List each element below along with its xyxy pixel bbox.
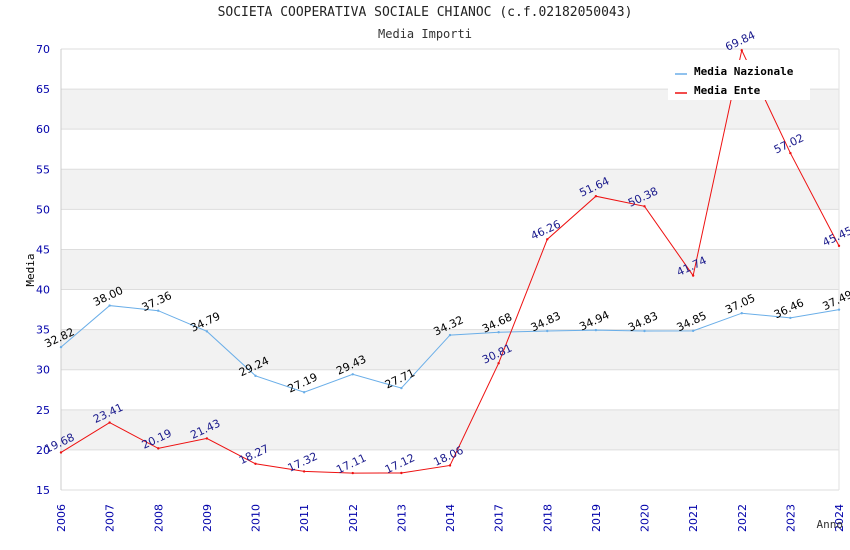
y-tick-label: 25: [36, 404, 50, 417]
data-point: [205, 330, 209, 333]
data-point: [546, 238, 549, 241]
data-point: [643, 205, 646, 208]
chart-title: SOCIETA COOPERATIVA SOCIALE CHIANOC (c.f…: [217, 5, 633, 20]
data-label: 19.68: [42, 431, 76, 456]
x-tick-label: 2011: [298, 504, 311, 532]
x-tick-label: 2017: [493, 504, 506, 532]
data-point: [497, 362, 500, 365]
data-point: [108, 304, 111, 307]
data-point: [59, 451, 63, 454]
data-point: [497, 331, 500, 334]
data-point: [546, 329, 549, 333]
y-tick-label: 45: [36, 243, 50, 256]
data-point: [691, 274, 695, 277]
plot-band: [61, 169, 839, 210]
data-point: [59, 345, 63, 349]
legend-box: [668, 60, 810, 100]
data-point: [691, 329, 695, 333]
data-point: [254, 374, 257, 378]
data-point: [837, 308, 841, 311]
legend: Media Nazionale Media Ente: [668, 60, 810, 100]
data-point: [643, 329, 646, 333]
x-tick-label: 2008: [152, 504, 165, 532]
x-tick-label: 2006: [55, 504, 68, 532]
x-tick-label: 2010: [250, 504, 263, 532]
plot-band: [61, 329, 839, 370]
plot-band: [61, 249, 839, 290]
data-label: 57.02: [772, 131, 806, 156]
data-point: [594, 328, 598, 332]
x-tick-label: 2020: [639, 504, 652, 532]
data-point: [400, 471, 403, 475]
legend-label: Media Nazionale: [694, 65, 794, 78]
y-tick-label: 20: [36, 444, 50, 457]
x-axis-label: Anno: [817, 518, 844, 531]
x-tick-label: 2018: [541, 504, 554, 532]
data-label: 37.05: [723, 291, 757, 316]
x-tick-label: 2007: [104, 504, 117, 532]
x-tick-label: 2013: [395, 504, 408, 532]
data-label: 45.45: [820, 224, 850, 249]
x-tick-label: 2021: [687, 504, 700, 532]
data-point: [740, 311, 743, 315]
data-point: [351, 471, 354, 475]
data-point: [157, 447, 160, 450]
data-label: 37.49: [820, 288, 850, 313]
x-tick-label: 2014: [444, 504, 457, 532]
y-tick-label: 65: [36, 83, 50, 96]
data-point: [205, 437, 209, 440]
x-tick-label: 2012: [347, 504, 360, 532]
x-tick-label: 2022: [736, 504, 749, 532]
data-label: 69.84: [723, 29, 757, 54]
y-tick-label: 55: [36, 163, 50, 176]
data-point: [448, 464, 452, 467]
plot-band: [61, 409, 839, 450]
data-point: [157, 309, 160, 312]
data-point: [789, 316, 792, 320]
y-tick-label: 15: [36, 484, 50, 497]
y-tick-label: 40: [36, 284, 50, 297]
chart-subtitle: Media Importi: [378, 27, 472, 41]
data-point: [400, 386, 403, 390]
legend-label: Media Ente: [694, 84, 761, 97]
data-point: [254, 462, 257, 465]
y-tick-label: 30: [36, 364, 50, 377]
data-point: [789, 151, 792, 155]
data-point: [448, 333, 452, 337]
data-point: [108, 421, 111, 424]
data-point: [594, 195, 598, 198]
y-tick-label: 35: [36, 324, 50, 337]
data-point: [302, 470, 306, 473]
y-axis-label: Media: [24, 253, 37, 286]
x-tick-label: 2023: [784, 504, 797, 532]
y-tick-label: 70: [36, 43, 50, 56]
data-point: [351, 373, 354, 376]
y-tick-label: 60: [36, 123, 50, 136]
data-point: [740, 49, 743, 52]
data-point: [302, 391, 306, 394]
x-tick-label: 2024: [833, 504, 846, 532]
data-point: [837, 244, 841, 248]
x-tick-label: 2009: [201, 504, 214, 532]
x-tick-label: 2019: [590, 504, 603, 532]
y-tick-label: 50: [36, 203, 50, 216]
data-label: 46.26: [529, 218, 563, 243]
